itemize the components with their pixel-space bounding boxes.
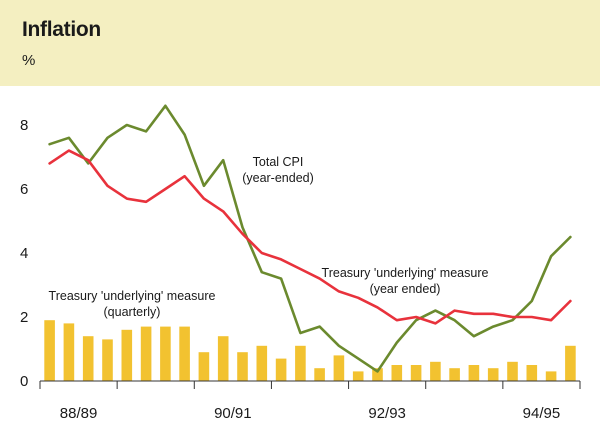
- annotations: Total CPI (year-ended) Treasury 'underlyin…: [49, 155, 489, 319]
- y-tick-label: 6: [20, 181, 28, 198]
- annotation-total-cpi: Total CPI: [253, 155, 304, 169]
- x-tick-label: 90/91: [214, 405, 252, 422]
- bar-quarterly: [160, 326, 171, 381]
- chart-title: Inflation: [22, 18, 101, 41]
- bar-quarterly: [391, 365, 403, 381]
- quarterly-bars: [44, 320, 576, 381]
- annotation-underlying-year-ended: (year ended): [370, 282, 441, 296]
- bar-quarterly: [565, 345, 576, 381]
- bar-quarterly: [198, 352, 210, 381]
- annotation-underlying-quarterly: (quarterly): [104, 305, 161, 319]
- annotation-underlying-quarterly: Treasury 'underlying' measure: [49, 289, 216, 303]
- line-underlying-year-ended: [48, 149, 572, 325]
- bar-quarterly: [140, 326, 152, 381]
- bar-quarterly: [410, 365, 422, 381]
- bar-quarterly: [545, 371, 557, 381]
- bar-quarterly: [526, 365, 538, 381]
- bar-quarterly: [256, 345, 268, 381]
- bar-quarterly: [102, 339, 113, 381]
- bar-quarterly: [372, 368, 383, 381]
- bar-quarterly: [237, 352, 248, 381]
- y-tick-label: 0: [20, 373, 28, 390]
- bar-quarterly: [44, 320, 55, 381]
- y-tick-label: 8: [20, 117, 28, 134]
- bar-quarterly: [314, 368, 325, 381]
- bar-quarterly: [430, 361, 441, 381]
- tick-labels: 0 2 4 6 8 88/89 90/91 92/93 94/95: [20, 117, 560, 422]
- annotation-underlying-year-ended: Treasury 'underlying' measure: [322, 266, 489, 280]
- bar-quarterly: [333, 355, 345, 381]
- x-tick-label: 92/93: [368, 405, 406, 422]
- x-tick-label: 94/95: [523, 405, 561, 422]
- y-tick-label: 2: [20, 309, 28, 326]
- bar-quarterly: [468, 365, 480, 381]
- bar-quarterly: [352, 371, 364, 381]
- axes: [39, 380, 581, 389]
- bar-quarterly: [449, 368, 460, 381]
- bar-quarterly: [295, 345, 306, 381]
- bar-quarterly: [179, 326, 190, 381]
- bar-quarterly: [217, 336, 229, 381]
- series-lines: [48, 104, 572, 373]
- chart-header: Inflation %: [0, 0, 600, 86]
- bar-quarterly: [63, 323, 75, 381]
- line-total-cpi: [48, 104, 572, 373]
- bar-quarterly: [487, 368, 499, 381]
- bar-quarterly: [275, 358, 287, 381]
- bar-quarterly: [507, 361, 518, 381]
- y-tick-label: 4: [20, 245, 28, 262]
- y-unit-label: %: [22, 52, 36, 69]
- annotation-total-cpi: (year-ended): [242, 171, 314, 185]
- bar-quarterly: [121, 329, 133, 381]
- bar-quarterly: [82, 336, 94, 381]
- x-tick-label: 88/89: [60, 405, 98, 422]
